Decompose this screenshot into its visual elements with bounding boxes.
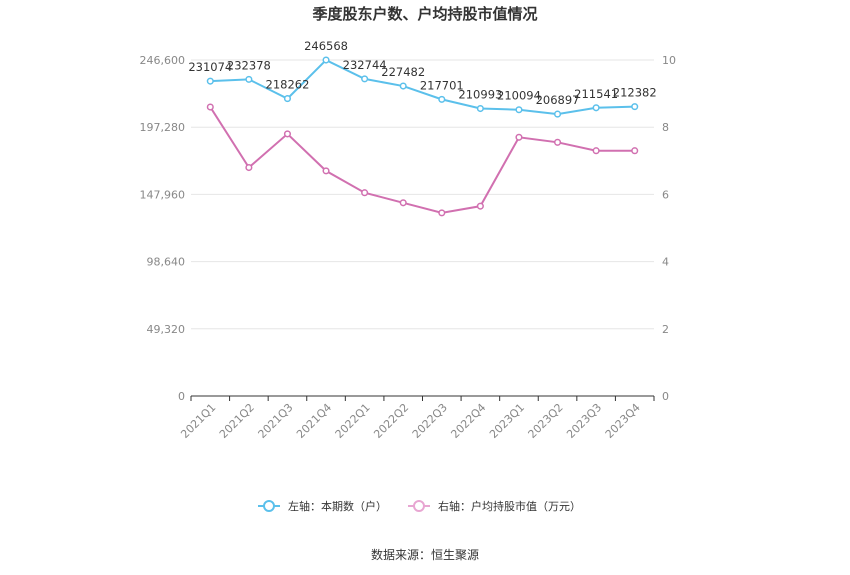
data-label: 212382 <box>613 86 657 100</box>
right-tick-label: 2 <box>662 323 669 336</box>
series-2-point <box>245 163 253 172</box>
series-1-point <box>438 95 446 103</box>
x-tick-label: 2023Q2 <box>526 401 566 441</box>
x-tick-label: 2021Q3 <box>256 401 296 441</box>
series-1-point <box>476 104 484 113</box>
series-2-point <box>553 138 562 146</box>
data-label: 232744 <box>343 58 387 72</box>
data-label: 206897 <box>536 93 580 107</box>
legend-marker <box>413 500 425 512</box>
x-tick-label: 2023Q3 <box>564 401 604 441</box>
axes: 0 49,320 98,640 147,960 197,280 246,600 0 2 4 6 8 1… <box>140 54 677 441</box>
x-tick-label: 2021Q1 <box>178 401 218 441</box>
legend-item-1[interactable]: 左轴：本期数（户） <box>258 499 387 513</box>
series-2-point <box>361 189 369 197</box>
data-label: 217701 <box>420 78 464 92</box>
series-2-point <box>283 130 292 138</box>
left-tick-label: 147,960 <box>140 188 186 201</box>
series-2-point <box>206 103 214 111</box>
series-2-point <box>399 199 407 207</box>
x-tick-label: 2022Q3 <box>410 401 450 441</box>
series-1-point <box>283 95 292 103</box>
source-note: 数据来源：恒生聚源 <box>371 547 479 562</box>
legend-marker <box>263 500 275 512</box>
series-2-point <box>322 167 330 175</box>
series-1-point <box>206 77 214 85</box>
left-tick-label: 246,600 <box>140 54 186 67</box>
series <box>206 56 639 217</box>
series-1-point <box>361 75 369 83</box>
series-1-point <box>399 82 407 90</box>
series-1-point <box>592 104 600 112</box>
series-1-point <box>245 75 253 83</box>
series-2-point <box>631 147 639 155</box>
grid <box>191 59 654 330</box>
series-line-1 <box>210 58 635 116</box>
data-label: 231074 <box>188 60 232 74</box>
data-label: 218262 <box>266 78 310 92</box>
legend-label: 右轴：户均持股市值（万元） <box>438 499 581 513</box>
data-label: 211541 <box>574 87 618 101</box>
series-2-point <box>438 209 446 217</box>
series-line-2 <box>209 106 635 214</box>
left-tick-label: 0 <box>178 390 185 403</box>
right-tick-label: 0 <box>662 390 669 403</box>
left-tick-label: 49,320 <box>147 323 186 336</box>
left-tick-label: 98,640 <box>147 256 186 269</box>
series-1-point <box>553 110 562 118</box>
legend[interactable]: 左轴：本期数（户） 右轴：户均持股市值（万元） <box>258 499 581 513</box>
chart-title: 季度股东户数、户均持股市值情况 <box>312 5 537 23</box>
right-tick-label: 4 <box>662 256 669 269</box>
legend-item-2[interactable]: 右轴：户均持股市值（万元） <box>408 499 581 513</box>
series-2-point <box>592 147 600 155</box>
x-tick-label: 2021Q2 <box>217 401 257 441</box>
x-tick-label: 2023Q1 <box>487 401 527 441</box>
series-2-point <box>476 202 484 210</box>
right-tick-label: 6 <box>662 188 669 201</box>
x-tick-label: 2022Q4 <box>448 401 488 441</box>
right-tick-label: 10 <box>662 54 676 67</box>
left-tick-label: 197,280 <box>140 121 186 134</box>
data-label: 246568 <box>304 39 348 53</box>
series-1-point <box>515 106 523 114</box>
x-tick-label: 2021Q4 <box>294 401 334 441</box>
data-label: 210993 <box>458 88 502 102</box>
x-tick-label: 2022Q1 <box>333 401 373 441</box>
series-1-point <box>631 103 639 111</box>
legend-label: 左轴：本期数（户） <box>288 499 387 513</box>
series-2-point <box>515 133 523 141</box>
data-label: 232378 <box>227 58 271 72</box>
data-label: 227482 <box>381 65 425 79</box>
data-label: 210094 <box>497 89 541 103</box>
x-tick-label: 2022Q2 <box>371 401 411 441</box>
right-tick-label: 8 <box>662 121 669 134</box>
series-1-point <box>322 56 330 64</box>
x-tick-label: 2023Q4 <box>603 401 643 441</box>
